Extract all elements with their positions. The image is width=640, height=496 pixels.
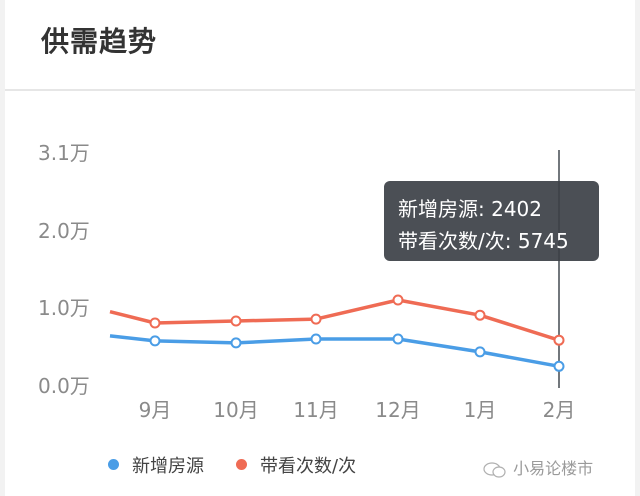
series-layer: [109, 294, 565, 372]
x-tick-label: 11月: [293, 398, 338, 422]
card-header: 供需趋势: [5, 0, 635, 91]
data-point[interactable]: [149, 317, 161, 329]
tooltip-separator: :: [478, 197, 492, 221]
y-tick-label: 2.0万: [38, 219, 90, 243]
legend-label: 新增房源: [132, 456, 204, 477]
data-point[interactable]: [553, 334, 565, 346]
y-tick-label: 0.0万: [38, 374, 90, 398]
tooltip-label: 新增房源: [398, 197, 478, 221]
data-point[interactable]: [392, 333, 404, 345]
data-point[interactable]: [310, 313, 322, 325]
data-point[interactable]: [474, 309, 486, 321]
x-tick-label: 1月: [464, 398, 497, 422]
legend-dot-icon: [108, 459, 119, 470]
data-point[interactable]: [474, 346, 486, 358]
legend-dot-icon: [236, 459, 247, 470]
watermark-text: 小易论楼市: [513, 459, 594, 478]
series-viewings[interactable]: [109, 294, 565, 346]
y-tick-label: 1.0万: [38, 296, 90, 320]
tooltip-label: 带看次数/次: [398, 229, 505, 253]
data-point[interactable]: [230, 315, 242, 327]
x-axis: 9月 10月 11月 12月 1月 2月: [139, 398, 576, 422]
data-point[interactable]: [230, 337, 242, 349]
tooltip-row-viewings: 带看次数/次: 5745: [398, 225, 569, 254]
data-point[interactable]: [310, 333, 322, 345]
y-axis: 3.1万 2.0万 1.0万 0.0万: [38, 141, 90, 398]
wechat-icon: [483, 461, 506, 478]
x-tick-label: 12月: [375, 398, 420, 422]
data-point[interactable]: [553, 360, 565, 372]
legend-label: 带看次数/次: [260, 456, 357, 477]
y-tick-label: 3.1万: [38, 141, 90, 165]
series-line: [109, 334, 560, 369]
watermark: 小易论楼市: [482, 455, 593, 479]
page-title: 供需趋势: [41, 25, 158, 58]
x-tick-label: 10月: [213, 398, 258, 422]
tooltip-value: 2402: [491, 197, 543, 221]
series-new-listings[interactable]: [109, 333, 565, 372]
chart-tooltip: 新增房源: 2402 带看次数/次: 5745: [384, 181, 599, 261]
series-line: [109, 298, 560, 342]
tooltip-value: 5745: [517, 229, 569, 253]
tooltip-separator: :: [504, 229, 518, 253]
tooltip-row-new-listings: 新增房源: 2402: [398, 193, 542, 222]
x-tick-label: 2月: [543, 398, 576, 422]
data-point[interactable]: [392, 294, 404, 306]
x-tick-label: 9月: [139, 398, 172, 422]
data-point[interactable]: [149, 335, 161, 347]
